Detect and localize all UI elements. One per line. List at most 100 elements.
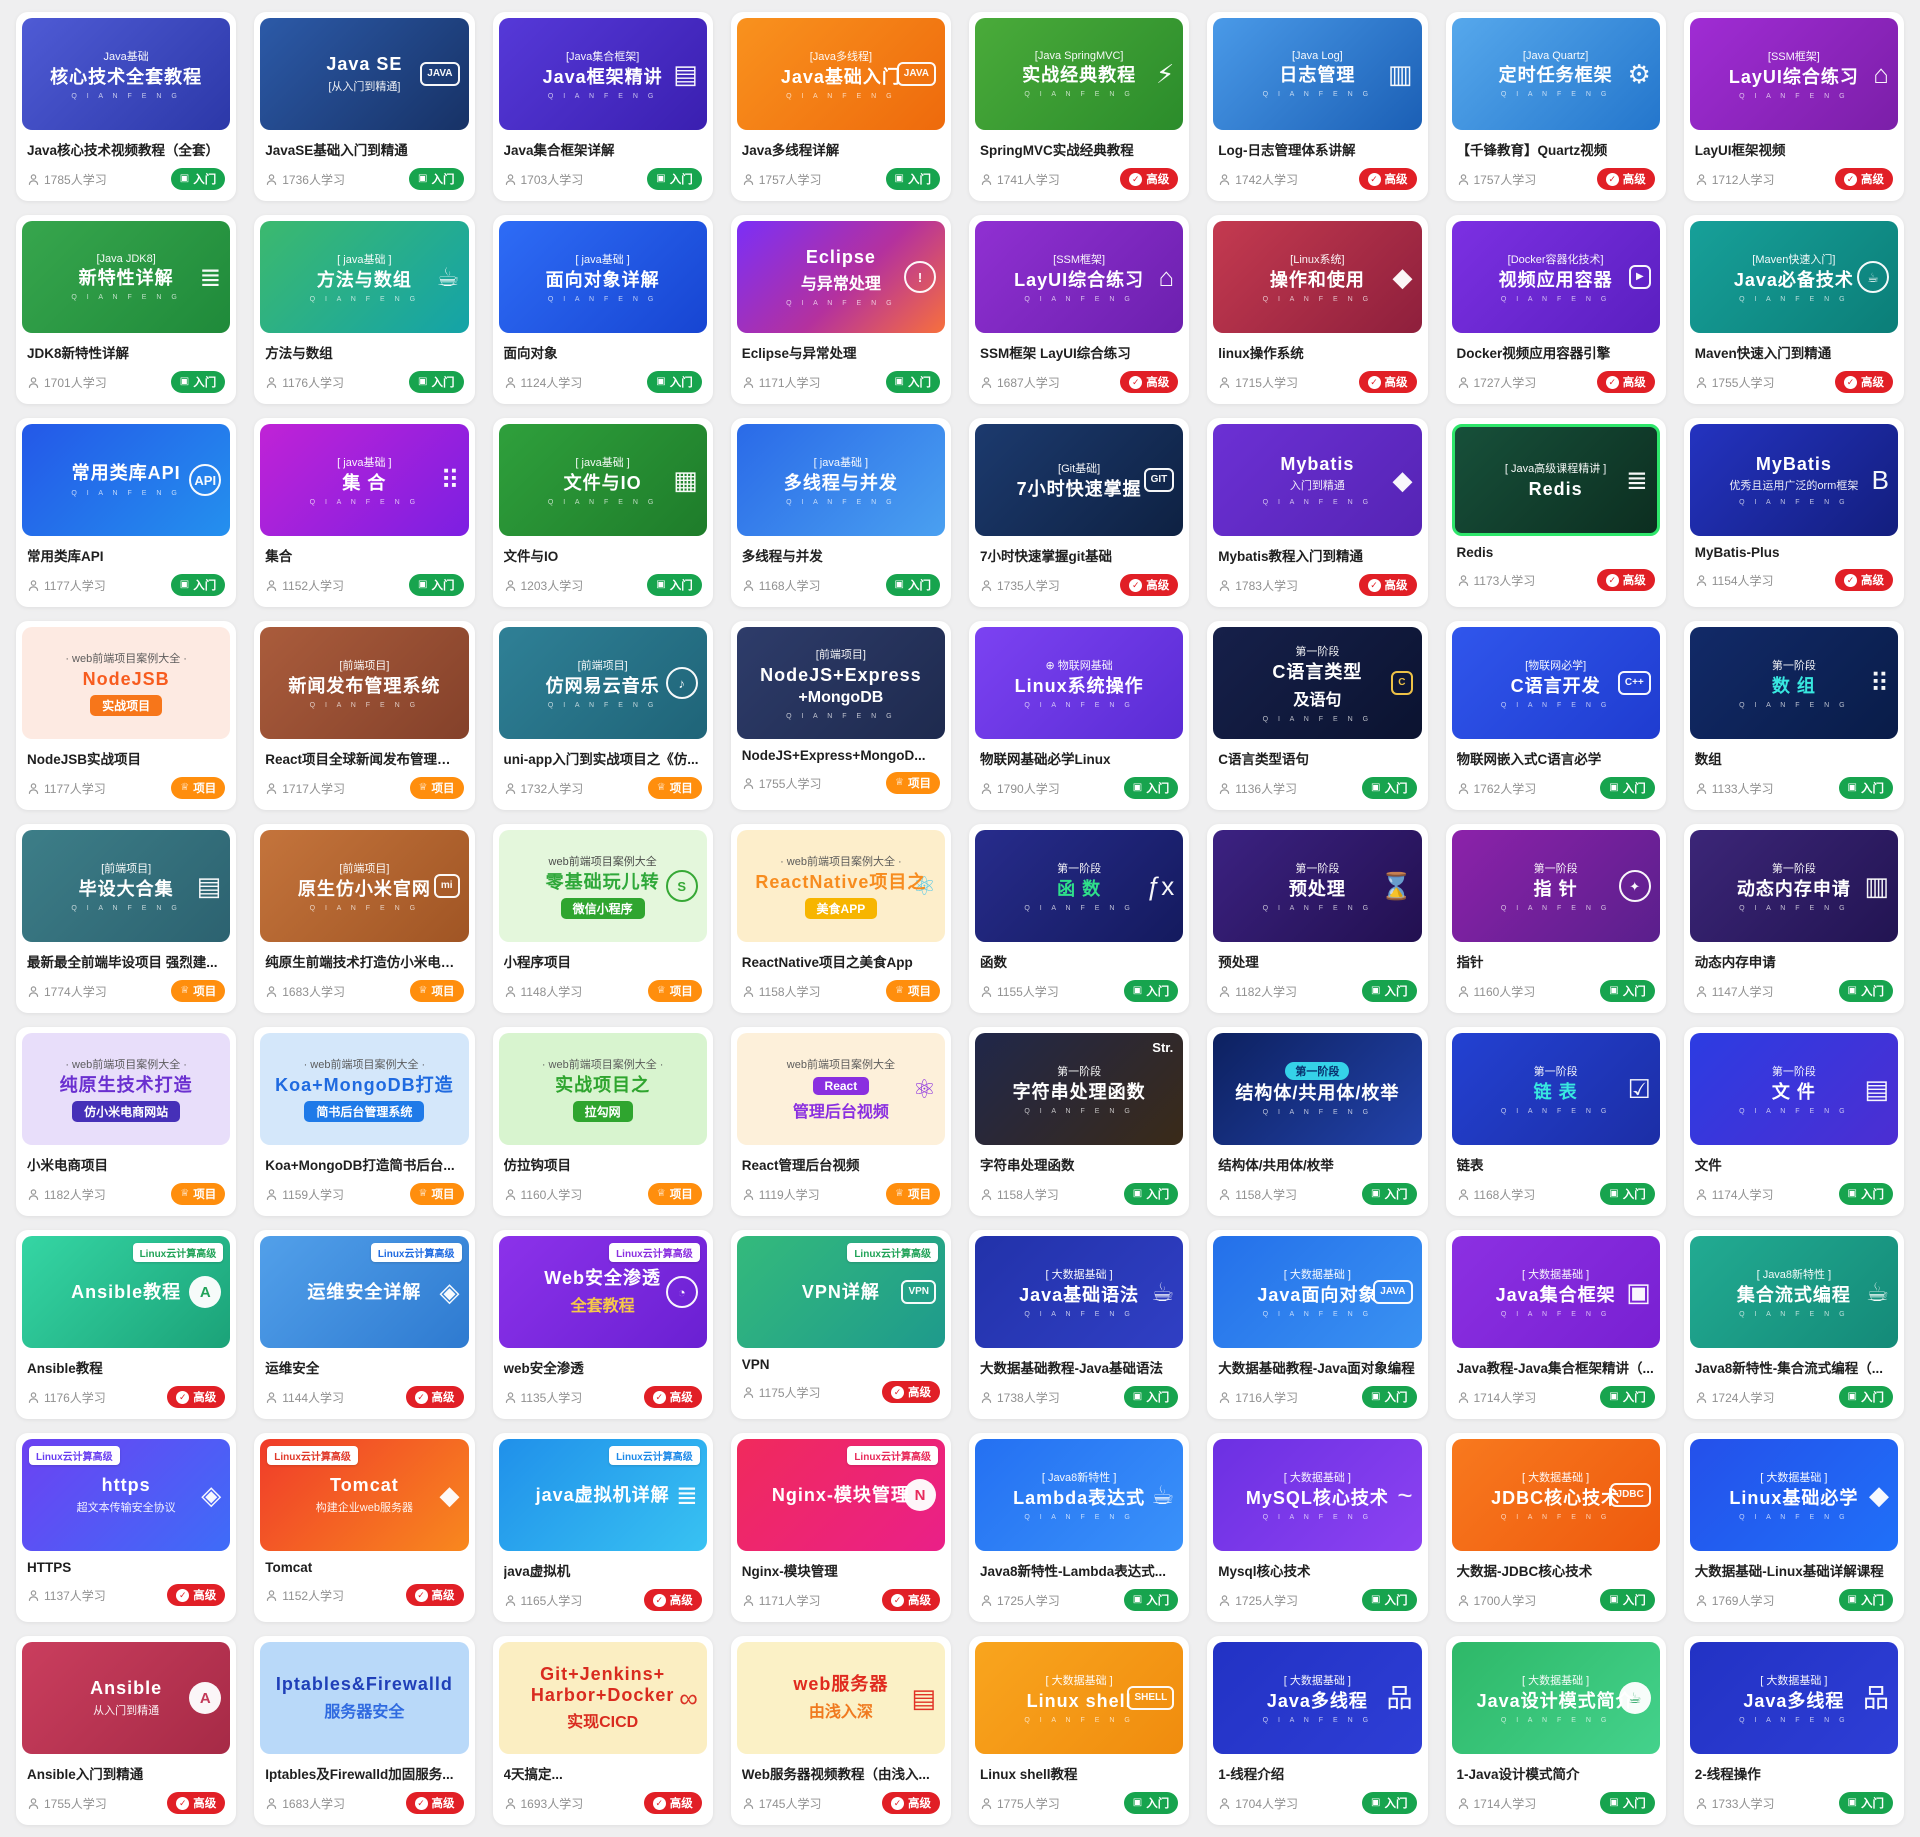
level-badge-icon: ▣ [1132,1797,1143,1808]
course-title: 多线程与并发 [741,549,823,564]
course-card[interactable]: 第一阶段 结构体/共用体/枚举 Q I A N F E N G 结构体/共用体/… [1207,1027,1428,1216]
thumb-chip: 实战项目 [90,694,163,716]
course-card[interactable]: [ 大数据基础 ] Java设计模式简介 Q I A N F E N G ☕ 1… [1445,1636,1666,1825]
course-card[interactable]: Linux云计算高级 https 超文本传输安全协议 ◈ HTTPS 1137人 [16,1433,237,1622]
course-card[interactable]: Linux云计算高级 Nginx-模块管理 N Nginx-模块管理 1171 [730,1433,951,1622]
course-card[interactable]: [Java SpringMVC] 实战经典教程 Q I A N F E N G … [969,12,1190,201]
course-card[interactable]: MyBatis 优秀且运用广泛的orm框架 Q I A N F E N G B … [1683,418,1904,607]
learner-count-text: 1124人学习 [520,375,583,390]
course-title: Java核心技术视频教程（全套） [27,143,220,158]
course-card[interactable]: · web前端项目案例大全 · 实战项目之 拉勾网 仿拉钩项目 1160人学习 [492,1027,713,1216]
course-card[interactable]: [ java基础 ] 方法与数组 Q I A N F E N G ☕ 方法与数组… [254,215,475,404]
course-card[interactable]: [ java基础 ] 面向对象详解 Q I A N F E N G 面向对象 1… [492,215,713,404]
course-title: C语言类型语句 [1218,752,1309,767]
course-card[interactable]: [SSM框架] LayUI综合练习 Q I A N F E N G ⌂ LayU… [1683,12,1904,201]
course-card[interactable]: 第一阶段 函 数 Q I A N F E N G ƒx 函数 1155人学习 [969,824,1190,1013]
course-card[interactable]: Java SE [从入门到精通] JAVA JavaSE基础入门到精通 1736… [254,12,475,201]
course-card[interactable]: [Java Log] 日志管理 Q I A N F E N G ▥ Log-日志… [1207,12,1428,201]
course-card[interactable]: [ Java高级课程精讲 ] Redis ≣ Redis 1173人学习 [1445,418,1666,607]
course-card[interactable]: [ 大数据基础 ] JDBC核心技术 Q I A N F E N G JDBC … [1445,1433,1666,1622]
thumb-title: 操作和使用 [1269,269,1365,290]
course-card[interactable]: [Java JDK8] 新特性详解 Q I A N F E N G ≣ JDK8… [16,215,237,404]
course-card[interactable]: Ansible 从入门到精通 A Ansible入门到精通 1755人学习 ✓ [16,1636,237,1825]
course-card[interactable]: · web前端项目案例大全 · NodeJSB 实战项目 NodeJSB实战项目… [16,621,237,810]
level-badge: ✓ 高级 [882,1792,940,1814]
course-card[interactable]: [ java基础 ] 集 合 Q I A N F E N G ⠿ 集合 1152… [254,418,475,607]
course-card[interactable]: · web前端项目案例大全 · Koa+MongoDB打造 简书后台管理系统 K… [254,1027,475,1216]
course-card[interactable]: [ 大数据基础 ] Linux基础必学 Q I A N F E N G ◆ 大数… [1683,1433,1904,1622]
person-icon [1458,574,1468,586]
course-card[interactable]: [SSM框架] LayUI综合练习 Q I A N F E N G ⌂ SSM框… [969,215,1190,404]
course-card[interactable]: [ 大数据基础 ] Java集合框架 Q I A N F E N G ▣ Jav… [1445,1230,1666,1419]
course-card[interactable]: [ 大数据基础 ] Java面向对象 Q I A N F E N G JAVA … [1207,1230,1428,1419]
course-card[interactable]: [前端项目] NodeJS+Express +MongoDB Q I A N F… [730,621,951,810]
learner-count: 1775人学习 [980,1795,1060,1812]
course-card[interactable]: web前端项目案例大全 React 管理后台视频 ⚛ React管理后台视频 1… [730,1027,951,1216]
course-card[interactable]: [ 大数据基础 ] Java基础语法 Q I A N F E N G ☕ 大数据… [969,1230,1190,1419]
learner-count-text: 1725人学习 [997,1593,1060,1608]
course-card[interactable]: [ Java8新特性 ] 集合流式编程 Q I A N F E N G ☕ Ja… [1683,1230,1904,1419]
course-card[interactable]: [ 大数据基础 ] Java多线程 Q I A N F E N G 品 1-线程… [1207,1636,1428,1825]
dots-grid-icon: ⠿ [440,465,460,495]
clipboard-icon: ▥ [1387,59,1413,89]
person-icon [505,782,515,794]
course-card[interactable]: 第一阶段 动态内存申请 Q I A N F E N G ▥ 动态内存申请 114… [1683,824,1904,1013]
course-thumbnail: Mybatis 入门到精通 Q I A N F E N G ◆ [1213,424,1422,536]
course-card[interactable]: web前端项目案例大全 零基础玩儿转 微信小程序 S 小程序项目 1148人学习 [492,824,713,1013]
thumb-title: Nginx-模块管理 [771,1484,910,1505]
course-card[interactable]: [前端项目] 毕设大合集 Q I A N F E N G ▤ 最新最全前端毕设项… [16,824,237,1013]
course-card[interactable]: [ java基础 ] 多线程与并发 Q I A N F E N G 多线程与并发… [730,418,951,607]
course-card[interactable]: ⊕ 物联网基础 Linux系统操作 Q I A N F E N G 物联网基础必… [969,621,1190,810]
level-badge-text: 项目 [193,783,217,795]
person-icon [505,1188,515,1200]
course-card[interactable]: 常用类库API Q I A N F E N G API 常用类库API 1177… [16,418,237,607]
course-card[interactable]: [Linux系统] 操作和使用 Q I A N F E N G ◆ linux操… [1207,215,1428,404]
learner-count-text: 1182人学习 [1235,984,1298,999]
course-card[interactable]: Str. 第一阶段 字符串处理函数 Q I A N F E N G 字符串处理函… [969,1027,1190,1216]
course-card[interactable]: [ 大数据基础 ] Java多线程 Q I A N F E N G 品 2-线程… [1683,1636,1904,1825]
course-card[interactable]: Linux云计算高级 运维安全详解 ◈ 运维安全 1144人学习 [254,1230,475,1419]
thumb-brand-text: Q I A N F E N G [1024,905,1134,913]
course-card[interactable]: [前端项目] 仿网易云音乐 Q I A N F E N G ♪ uni-app入… [492,621,713,810]
course-card[interactable]: [ 大数据基础 ] MySQL核心技术 Q I A N F E N G ~ My… [1207,1433,1428,1622]
course-card[interactable]: Linux云计算高级 Ansible教程 A Ansible教程 1176人学 [16,1230,237,1419]
course-card[interactable]: · web前端项目案例大全 · ReactNative项目之 美食APP ⚛ R… [730,824,951,1013]
course-card[interactable]: Linux云计算高级 java虚拟机详解 ≣ java虚拟机 1165人学习 [492,1433,713,1622]
course-card[interactable]: [前端项目] 新闻发布管理系统 Q I A N F E N G React项目全… [254,621,475,810]
course-card[interactable]: Mybatis 入门到精通 Q I A N F E N G ◆ Mybatis教… [1207,418,1428,607]
level-badge: ▣ 入门 [1362,980,1417,1002]
person-icon [267,376,277,388]
person-icon [743,1797,753,1809]
course-card[interactable]: Linux云计算高级 Tomcat 构建企业web服务器 ◆ Tomcat 11 [254,1433,475,1622]
course-card[interactable]: 第一阶段 数 组 Q I A N F E N G ⠿ 数组 1133人学习 [1683,621,1904,810]
course-card[interactable]: [ 大数据基础 ] Linux shell Q I A N F E N G SH… [969,1636,1190,1825]
course-card[interactable]: 第一阶段 链 表 Q I A N F E N G ☑ 链表 1168人学习 [1445,1027,1666,1216]
course-card[interactable]: web服务器 由浅入深 ▤ Web服务器视频教程（由浅入... 1745人学习 … [730,1636,951,1825]
course-card[interactable]: Linux云计算高级 Web安全渗透 全套教程 ◔ web安全渗透 1135人学 [492,1230,713,1419]
course-card[interactable]: [Docker容器化技术] 视频应用容器 Q I A N F E N G ▶ D… [1445,215,1666,404]
course-card[interactable]: [ Java8新特性 ] Lambda表达式 Q I A N F E N G ☕… [969,1433,1190,1622]
thumb-title: 预处理 [1288,878,1346,899]
course-card[interactable]: Java基础 核心技术全套教程 Q I A N F E N G Java核心技术… [16,12,237,201]
course-card[interactable]: · web前端项目案例大全 · 纯原生技术打造 仿小米电商网站 小米电商项目 1… [16,1027,237,1216]
course-card[interactable]: [Java Quartz] 定时任务框架 Q I A N F E N G ⚙ 【… [1445,12,1666,201]
course-card[interactable]: Linux云计算高级 VPN详解 VPN VPN 1175人学习 [730,1230,951,1419]
course-card[interactable]: [Maven快速入门] Java必备技术 Q I A N F E N G ☕ M… [1683,215,1904,404]
course-card[interactable]: Iptables&Firewalld 服务器安全 Iptables及Firewa… [254,1636,475,1825]
thumb-title: 实战项目之 [555,1075,651,1096]
course-card[interactable]: [Java多线程] Java基础入门 Q I A N F E N G JAVA … [730,12,951,201]
thumb-brand-text: Q I A N F E N G [1024,91,1134,99]
course-thumbnail: · web前端项目案例大全 · 纯原生技术打造 仿小米电商网站 [22,1033,231,1145]
course-card[interactable]: [Java集合框架] Java框架精讲 Q I A N F E N G ▤ Ja… [492,12,713,201]
course-card[interactable]: 第一阶段 C语言类型 及语句 Q I A N F E N G C C语言类型语句… [1207,621,1428,810]
course-card[interactable]: 第一阶段 文 件 Q I A N F E N G ▤ 文件 1174人学习 [1683,1027,1904,1216]
course-card[interactable]: [Git基础] 7小时快速掌握 GIT 7小时快速掌握git基础 1735人学习 [969,418,1190,607]
course-card[interactable]: 第一阶段 预处理 Q I A N F E N G ⌛ 预处理 1182人学习 [1207,824,1428,1013]
course-card[interactable]: Git+Jenkins+ Harbor+Docker 实现CICD ∞ 4天搞定… [492,1636,713,1825]
course-card[interactable]: [物联网必学] C语言开发 Q I A N F E N G C++ 物联网嵌入式… [1445,621,1666,810]
course-card[interactable]: [ java基础 ] 文件与IO Q I A N F E N G ▦ 文件与IO… [492,418,713,607]
course-card[interactable]: 第一阶段 指 针 Q I A N F E N G ✦ 指针 1160人学习 [1445,824,1666,1013]
course-card[interactable]: [前端项目] 原生仿小米官网 Q I A N F E N G mi 纯原生前端技… [254,824,475,1013]
course-card[interactable]: Eclipse 与异常处理 Q I A N F E N G ! Eclipse与… [730,215,951,404]
learner-count-text: 1733人学习 [1711,1796,1775,1811]
